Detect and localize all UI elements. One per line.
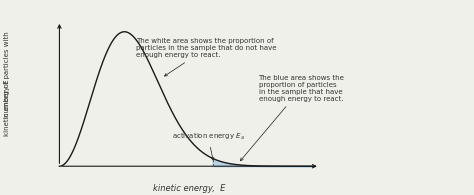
Text: The white area shows the proportion of
particles in the sample that do not have
: The white area shows the proportion of p… — [136, 38, 276, 76]
Text: activation energy $E_a$: activation energy $E_a$ — [172, 132, 245, 160]
Text: kinetic energy,  E: kinetic energy, E — [154, 184, 226, 193]
Text: kinetic energy E: kinetic energy E — [4, 79, 10, 136]
Text: The blue area shows the
proportion of particles
in the sample that have
enough e: The blue area shows the proportion of pa… — [240, 75, 345, 161]
Text: number of particles with: number of particles with — [4, 31, 10, 117]
